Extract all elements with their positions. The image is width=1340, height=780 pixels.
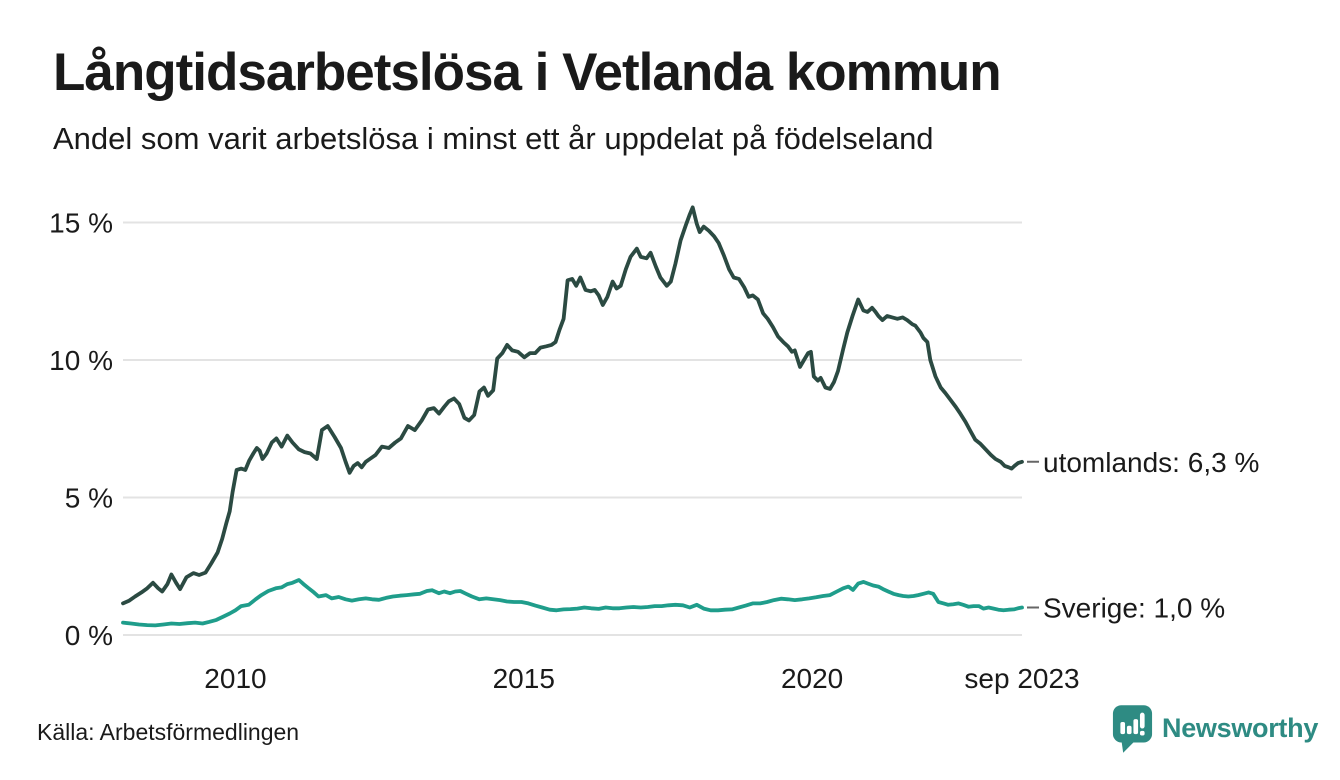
x-tick-label: sep 2023 — [964, 663, 1079, 694]
series-line-utomlands — [121, 205, 1024, 606]
y-tick-label: 5 % — [65, 483, 113, 514]
y-tick-label: 10 % — [49, 345, 113, 376]
x-tick-label: 2010 — [204, 663, 266, 694]
source-note: Källa: Arbetsförmedlingen — [37, 719, 300, 745]
brand-name: Newsworthy — [1162, 713, 1319, 743]
logo-exclamation-stem — [1139, 712, 1145, 729]
series-end-labels: utomlands: 6,3 % Sverige: 1,0 % — [1027, 447, 1259, 624]
x-tick-label: 2020 — [781, 663, 843, 694]
gridlines — [123, 221, 1022, 636]
chart-subtitle: Andel som varit arbetslösa i minst ett å… — [53, 121, 934, 156]
logo-bar-1 — [1120, 721, 1126, 735]
series-end-label: Sverige: 1,0 % — [1043, 593, 1225, 624]
logo-bar-2 — [1126, 725, 1132, 735]
newsworthy-logo-icon — [1112, 705, 1153, 753]
series-lines — [121, 205, 1024, 628]
x-tick-label: 2015 — [493, 663, 555, 694]
y-axis-labels: 0 % 5 % 10 % 15 % — [49, 208, 113, 652]
series-end-label: utomlands: 6,3 % — [1043, 447, 1259, 478]
x-axis-labels: 2010 2015 2020 sep 2023 — [204, 663, 1079, 694]
y-tick-label: 0 % — [65, 620, 113, 651]
logo-bar-3 — [1133, 719, 1139, 735]
newsworthy-brand: Newsworthy — [1112, 704, 1318, 753]
page-title: Långtidsarbetslösa i Vetlanda kommun — [53, 43, 1002, 102]
y-tick-label: 15 % — [49, 208, 113, 239]
logo-exclamation-dot — [1139, 730, 1145, 736]
series-line-sverige — [121, 578, 1024, 628]
